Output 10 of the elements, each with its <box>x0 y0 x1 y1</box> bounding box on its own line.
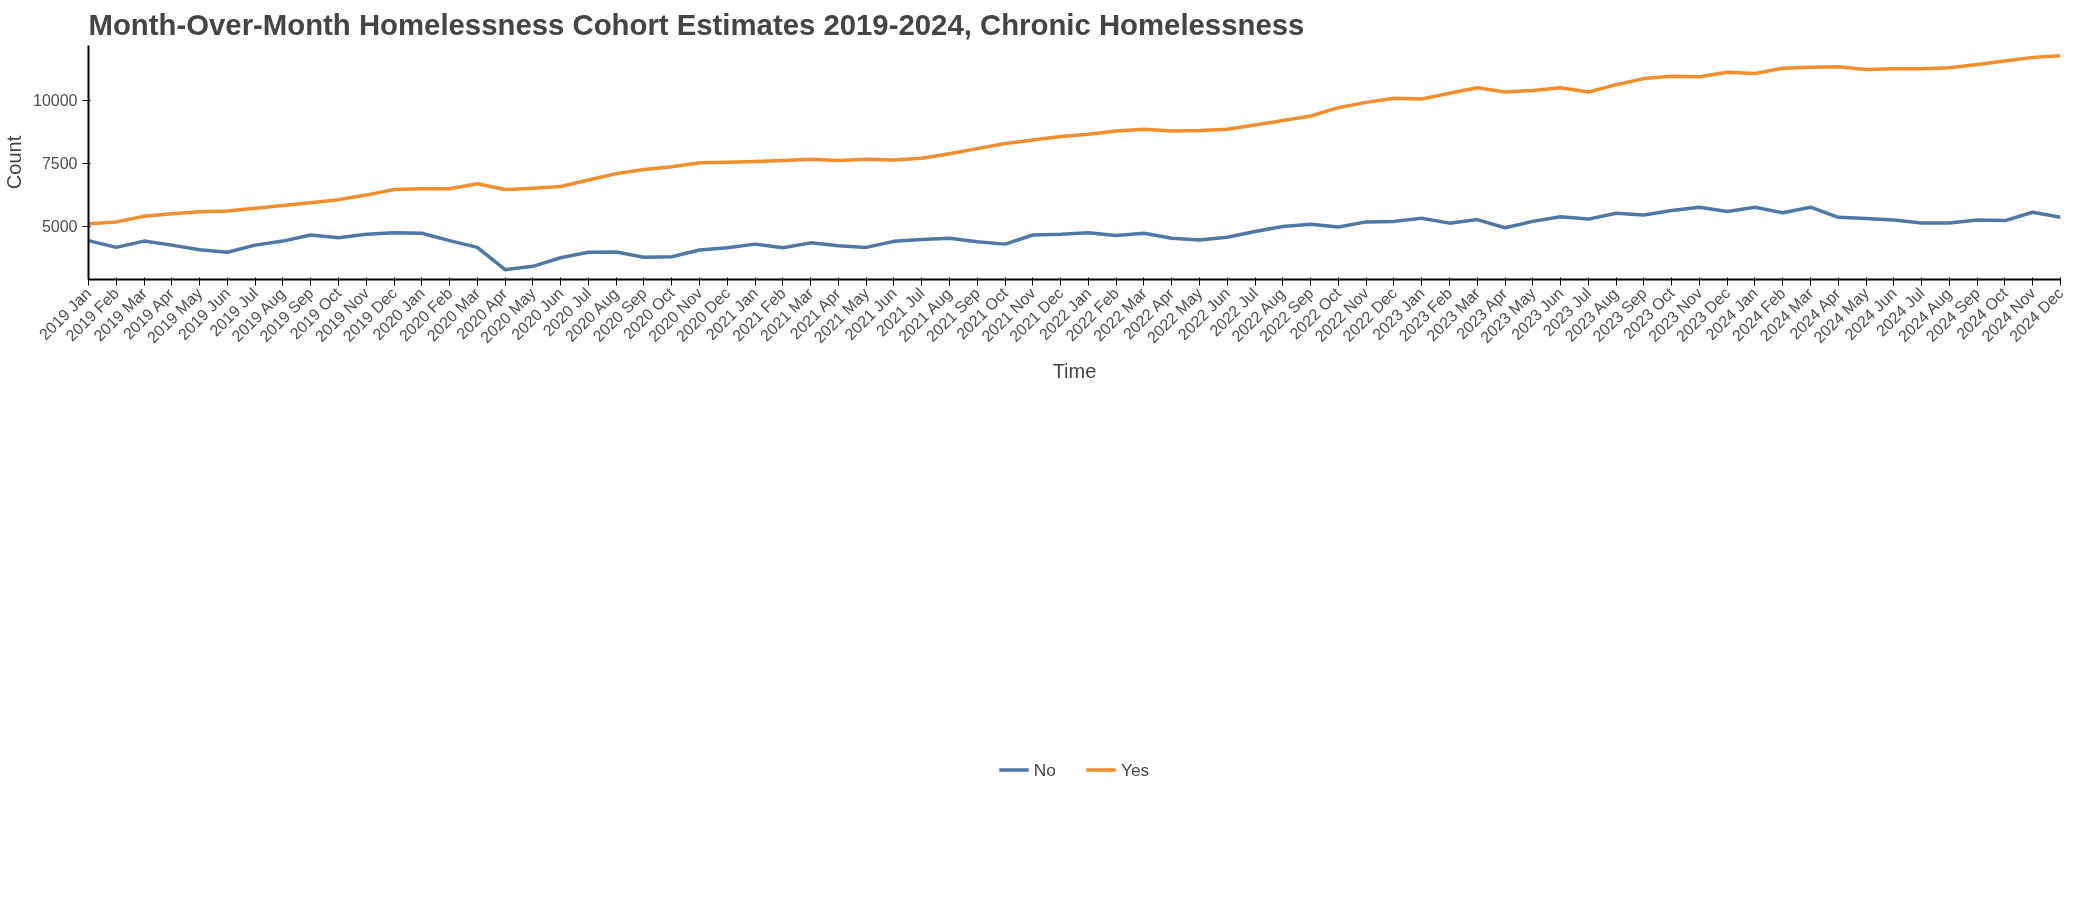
line-series <box>88 54 2061 226</box>
y-tick-label: 10000 <box>33 92 78 110</box>
chart-title: Month-Over-Month Homelessness Cohort Estimates 2019-2024, Chronic Homelessness <box>88 7 1305 41</box>
line-series <box>88 205 2061 272</box>
legend-label: Yes <box>1120 759 1150 781</box>
y-axis-title: Count <box>3 135 26 190</box>
legend-label: No <box>1033 759 1056 781</box>
y-tick-label: 7500 <box>41 155 78 173</box>
y-tick-label: 5000 <box>41 218 78 236</box>
x-axis-title: Time <box>1052 360 1097 383</box>
